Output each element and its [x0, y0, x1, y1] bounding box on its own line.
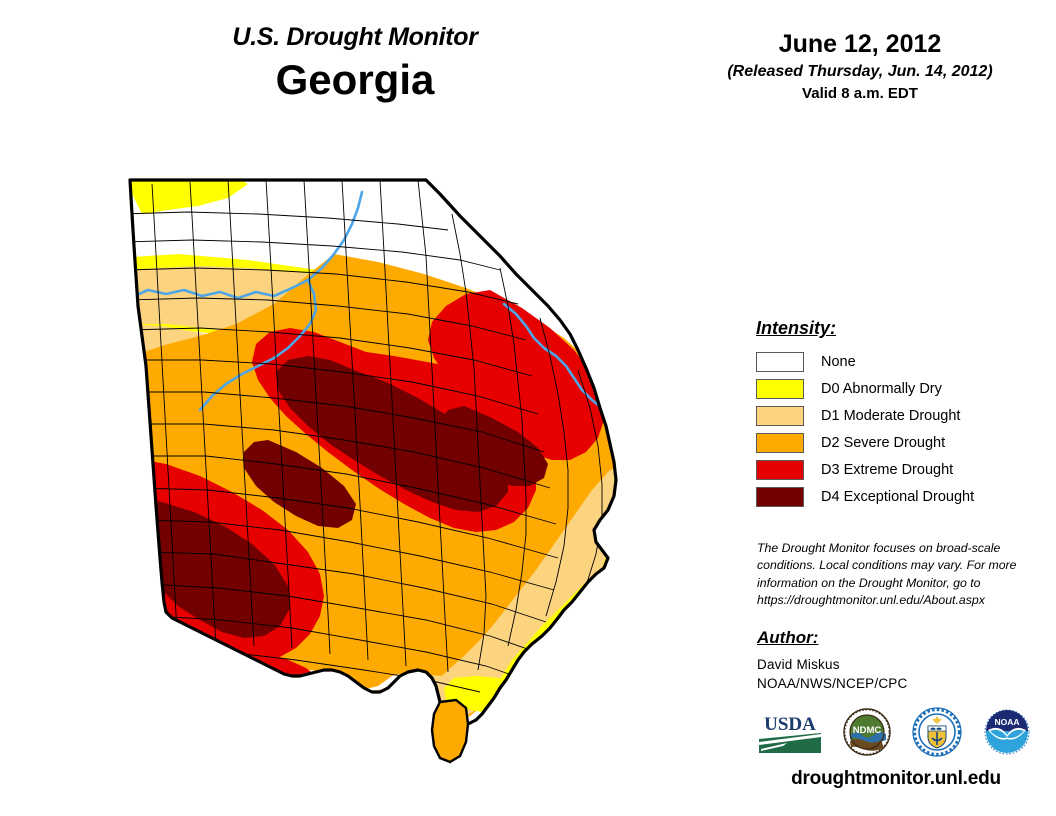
partner-logos: USDA NDMC NOAA [757, 704, 1032, 760]
legend-item-d3: D3 Extreme Drought [756, 456, 1036, 483]
ndmc-logo: NDMC [843, 708, 892, 756]
usda-logo: USDA [757, 709, 823, 755]
river-chattahoochee [198, 278, 318, 412]
author-name: David Miskus [757, 657, 840, 672]
river-north [130, 190, 364, 300]
intensity-legend: Intensity: None D0 Abnormally Dry D1 Mod… [756, 318, 1036, 510]
legend-item-d0: D0 Abnormally Dry [756, 375, 1036, 402]
legend-swatch-none [756, 351, 804, 372]
region-d3-northeast [428, 290, 604, 460]
state-title: Georgia [275, 55, 435, 103]
release-date: (Released Thursday, Jun. 14, 2012) [727, 62, 993, 80]
legend-label-d1: D1 Moderate Drought [821, 407, 961, 424]
author-affiliation: NOAA/NWS/NCEP/CPC [757, 676, 908, 692]
disclaimer-text: The Drought Monitor focuses on broad-sca… [757, 541, 1017, 608]
legend-swatch-d1 [756, 405, 804, 426]
map-date: June 12, 2012 [778, 30, 942, 58]
region-d0-northwest [130, 180, 248, 214]
header-title-block: U.S. Drought Monitor Georgia [120, 23, 590, 104]
drought-map [108, 158, 668, 788]
state-outline [128, 178, 618, 728]
region-d4-central-core [276, 356, 508, 512]
legend-item-d4: D4 Exceptional Drought [756, 483, 1036, 510]
legend-swatch-d0 [756, 378, 804, 399]
region-d4-northeast-lobe [440, 406, 548, 486]
unl-seal-logo [912, 707, 962, 757]
noaa-logo-text: NOAA [994, 717, 1019, 727]
legend-label-none: None [821, 353, 856, 370]
legend-label-d2: D2 Severe Drought [821, 434, 946, 451]
legend-item-none: None [756, 348, 1036, 375]
legend-swatch-d2 [756, 432, 804, 453]
author-heading: Author: [757, 628, 819, 647]
legend-swatch-d3 [756, 459, 804, 480]
legend-item-d2: D2 Severe Drought [756, 429, 1036, 456]
legend-swatch-d4 [756, 486, 804, 507]
site-url[interactable]: droughtmonitor.unl.edu [791, 768, 1001, 789]
region-d4-midwest-lobe [244, 440, 356, 528]
south-peninsula [430, 698, 470, 764]
drought-class-regions [130, 180, 616, 726]
valid-time: Valid 8 a.m. EDT [802, 84, 918, 102]
region-d1-southeast [434, 458, 616, 720]
legend-label-d0: D0 Abnormally Dry [821, 380, 942, 397]
georgia-map-svg [128, 178, 618, 764]
legend-label-d4: D4 Exceptional Drought [821, 488, 975, 505]
usda-logo-text: USDA [764, 714, 816, 735]
header-date-block: June 12, 2012 (Released Thursday, Jun. 1… [700, 30, 1020, 103]
legend-heading: Intensity: [756, 318, 837, 338]
ndmc-logo-text: NDMC [853, 725, 882, 736]
page-title: U.S. Drought Monitor [232, 23, 478, 51]
noaa-logo: NOAA [983, 709, 1030, 755]
region-d4-southwest-core [130, 498, 290, 638]
author-block: Author: David Miskus NOAA/NWS/NCEP/CPC [757, 628, 1027, 693]
county-boundaries [130, 180, 616, 693]
legend-label-d3: D3 Extreme Drought [821, 461, 954, 478]
legend-item-d1: D1 Moderate Drought [756, 402, 1036, 429]
